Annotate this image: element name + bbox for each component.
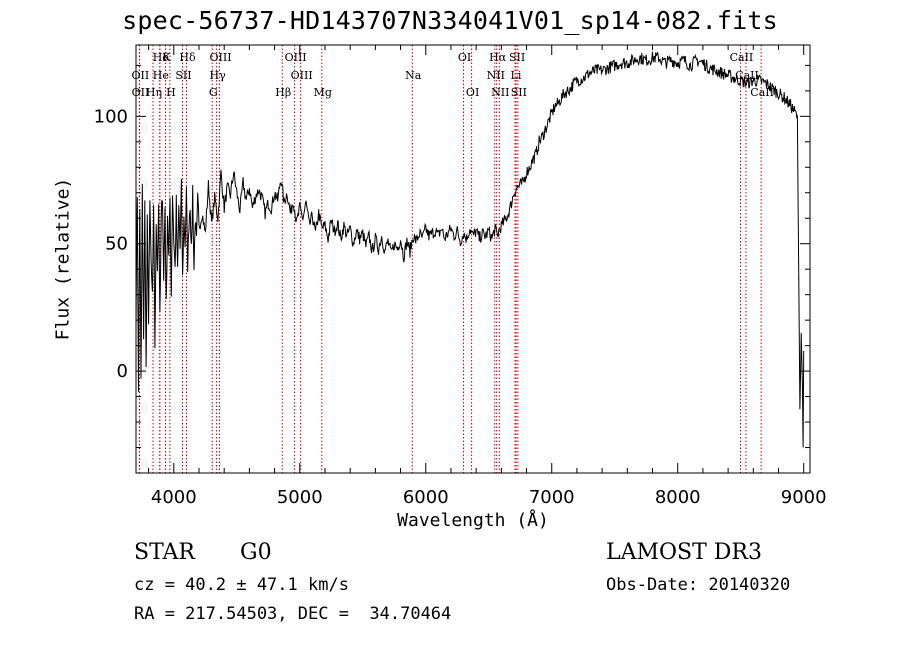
line-label-2: Hδ — [153, 51, 170, 64]
survey-name: LAMOST DR3 — [606, 540, 762, 565]
line-label-24: SII — [511, 86, 527, 99]
chart-title: spec-56737-HD143707N334041V01_sp14-082.f… — [122, 6, 778, 35]
line-label-1: K — [162, 51, 171, 64]
x-axis-label: Wavelength (Å) — [397, 510, 549, 531]
line-label-19: Hα — [489, 51, 507, 64]
y-tick-label-2: 100 — [94, 106, 128, 127]
x-tick-label-1: 5000 — [277, 487, 323, 508]
line-label-25: CaII — [730, 51, 754, 64]
line-label-3: OII — [132, 69, 150, 82]
line-label-0: Hδ — [179, 51, 196, 64]
object-subclass: G0 — [240, 540, 272, 565]
obs-date: Obs-Date: 20140320 — [606, 575, 791, 595]
y-axis-label: Flux (relative) — [52, 177, 74, 341]
x-tick-label-3: 7000 — [529, 487, 575, 508]
spectrum-line — [135, 51, 805, 448]
line-label-20: NII — [487, 69, 505, 82]
line-label-7: Hη — [146, 86, 162, 99]
coordinates: RA = 217.54503, DEC = 34.70464 — [134, 604, 452, 624]
line-label-10: Hγ — [210, 69, 227, 82]
line-label-22: SII — [509, 51, 525, 64]
y-tick-label-1: 50 — [105, 234, 128, 255]
line-label-9: OIII — [209, 51, 231, 64]
line-label-13: OIII — [285, 51, 307, 64]
line-label-16: Na — [405, 69, 422, 82]
line-label-17: OI — [458, 51, 471, 64]
line-label-4: He — [153, 69, 169, 82]
line-label-8: H — [166, 86, 176, 99]
line-label-23: Li — [511, 69, 522, 82]
redshift-text: cz = 40.2 ± 47.1 km/s — [134, 575, 349, 595]
line-label-14: OIII — [291, 69, 313, 82]
x-tick-label-0: 4000 — [151, 487, 197, 508]
line-label-26: CaII — [735, 69, 759, 82]
line-label-12: Hβ — [275, 86, 291, 99]
line-label-27: CaII — [750, 86, 774, 99]
line-label-11: G — [209, 86, 218, 99]
object-class: STAR — [134, 540, 195, 565]
line-label-18: OI — [466, 86, 479, 99]
x-tick-label-4: 8000 — [655, 487, 701, 508]
line-label-15: Mg — [314, 86, 332, 99]
line-label-5: SII — [175, 69, 191, 82]
x-tick-label-2: 6000 — [403, 487, 449, 508]
y-tick-label-0: 0 — [117, 361, 128, 382]
line-label-21: NII — [491, 86, 509, 99]
x-tick-label-5: 9000 — [781, 487, 827, 508]
plot-frame — [135, 44, 811, 474]
